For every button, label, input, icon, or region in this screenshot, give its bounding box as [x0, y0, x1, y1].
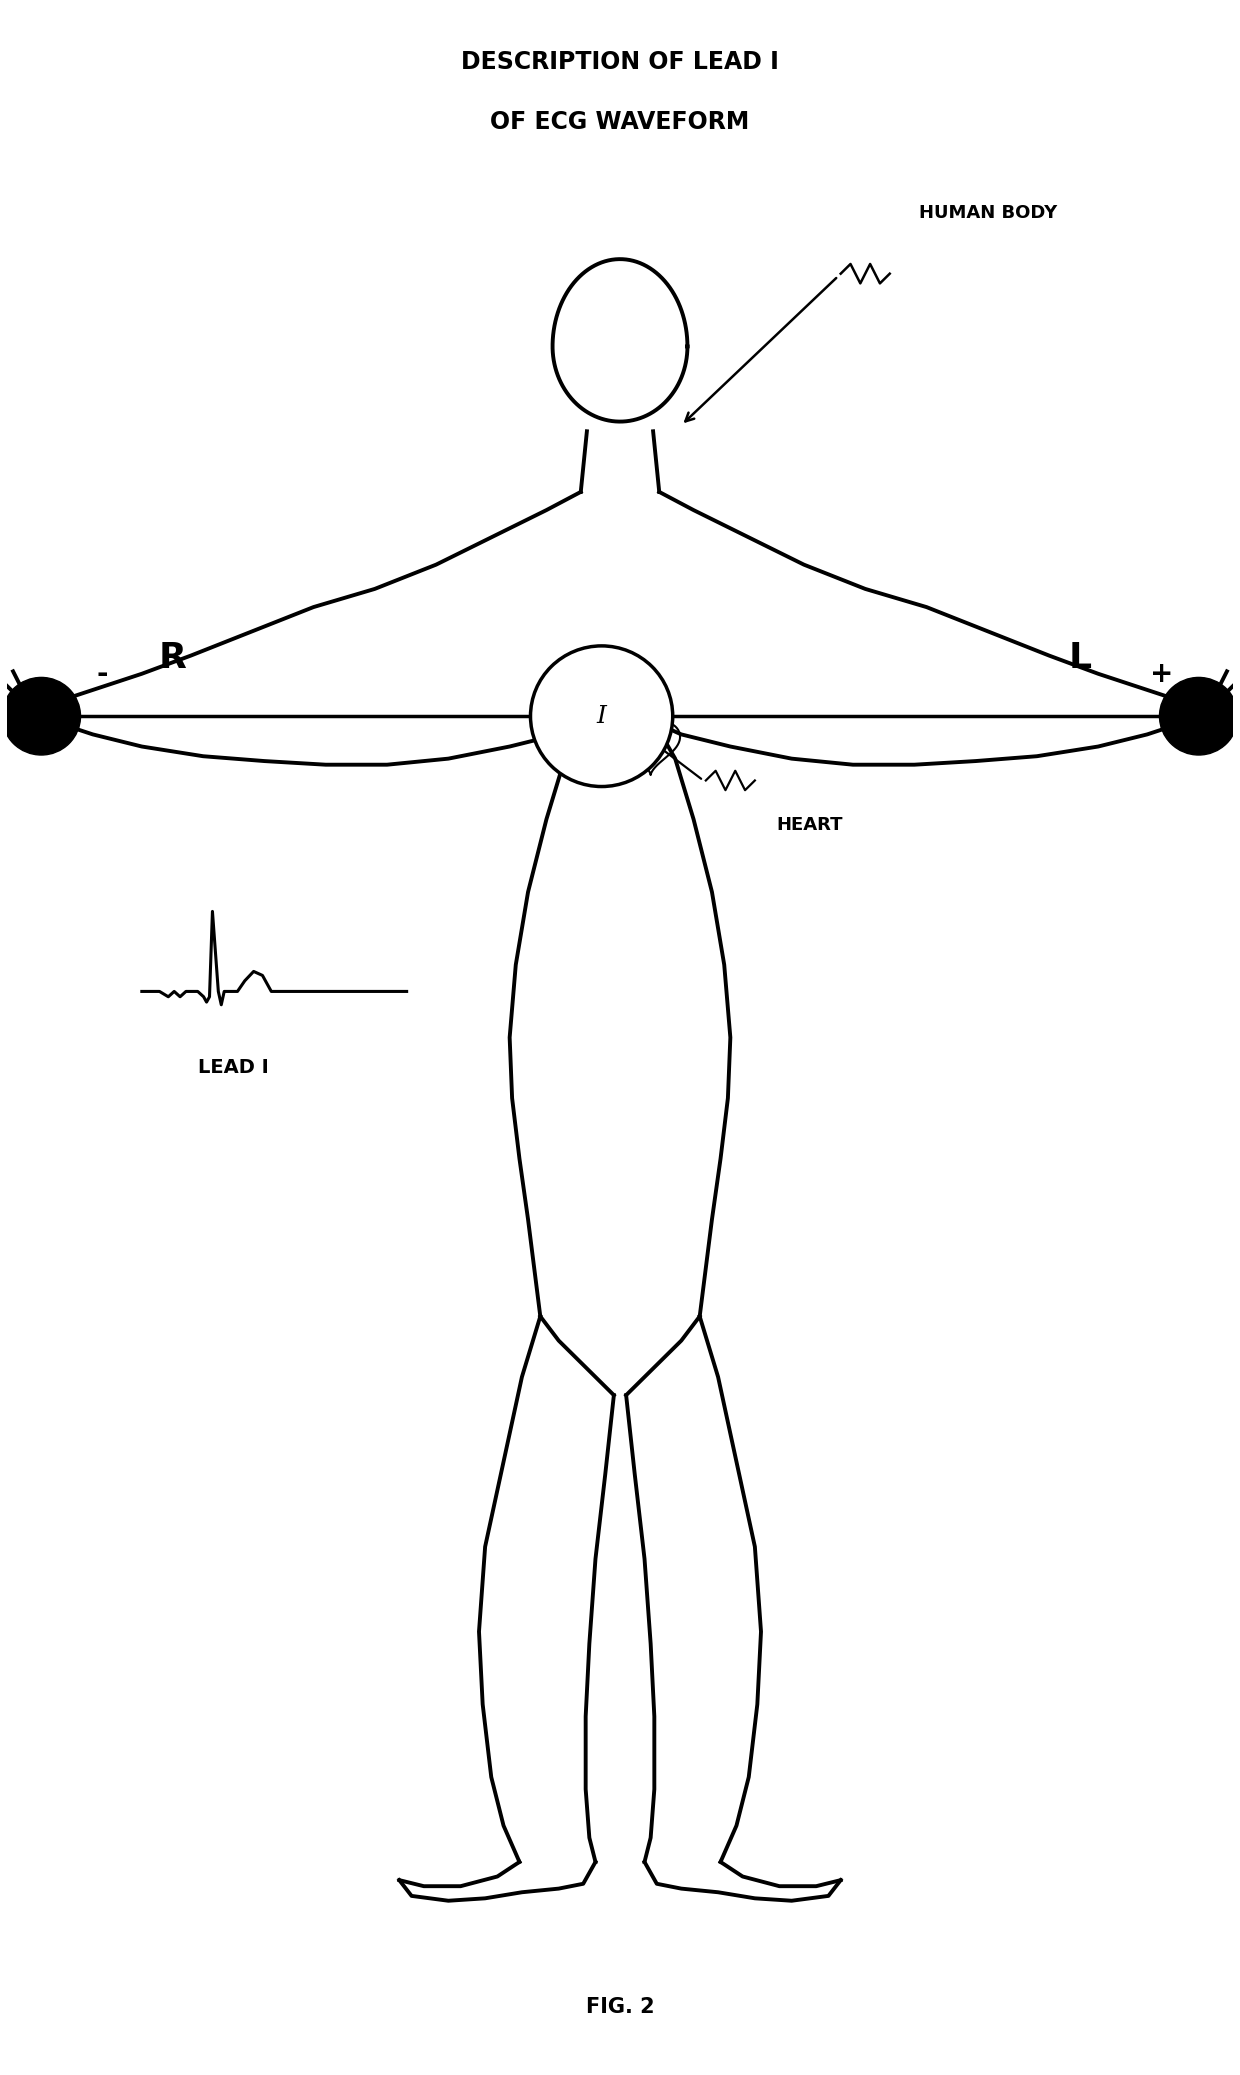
Text: +: +	[1151, 660, 1173, 687]
Text: L: L	[1069, 641, 1091, 674]
Text: DESCRIPTION OF LEAD I: DESCRIPTION OF LEAD I	[461, 50, 779, 73]
Circle shape	[1159, 676, 1238, 755]
Text: R: R	[159, 641, 186, 674]
Text: -: -	[97, 660, 108, 687]
Text: LEAD I: LEAD I	[198, 1058, 269, 1077]
Text: OF ECG WAVEFORM: OF ECG WAVEFORM	[490, 110, 750, 135]
Circle shape	[531, 645, 673, 786]
Text: HUMAN BODY: HUMAN BODY	[919, 203, 1056, 222]
Circle shape	[2, 676, 81, 755]
Text: HEART: HEART	[776, 815, 843, 834]
Text: I: I	[596, 706, 606, 728]
Text: FIG. 2: FIG. 2	[585, 1998, 655, 2017]
